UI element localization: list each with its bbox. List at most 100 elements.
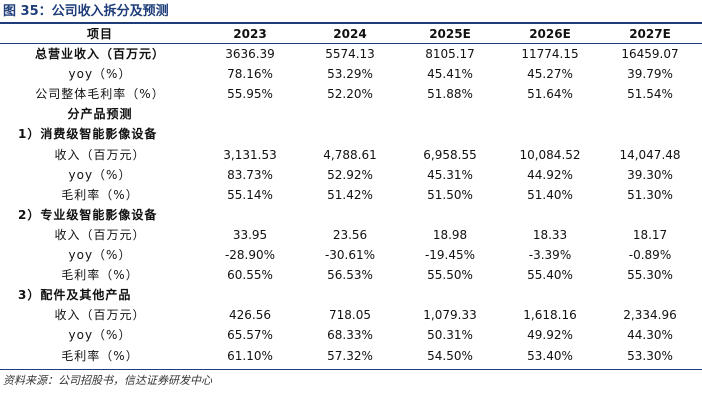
- table-row: yoy（%） 83.73% 52.92% 45.31% 44.92% 39.30%: [0, 165, 702, 185]
- table-cell: -30.61%: [324, 248, 376, 263]
- table-row: 收入（百万元） 3,131.53 4,788.61 6,958.55 10,084.52…: [0, 145, 702, 165]
- table-cell: 33.95: [232, 227, 268, 242]
- table-cell: 51.50%: [427, 187, 473, 202]
- table-cell: 83.73%: [227, 167, 273, 182]
- header-item: 项目: [86, 27, 113, 41]
- table-cell: 78.16%: [227, 67, 273, 82]
- table-cell: 55.40%: [527, 268, 573, 283]
- header-2026e: 2026E: [529, 27, 571, 41]
- table-cell: 8105.17: [425, 47, 475, 62]
- table-cell: 5574.13: [325, 47, 375, 62]
- table-cell: 51.30%: [627, 187, 673, 202]
- table-cell: 39.79%: [627, 67, 673, 82]
- table-cell: 55.14%: [227, 187, 273, 202]
- revenue-forecast-table: 项目 2023 2024 2025E 2026E 2027E 总营业收入（百万元…: [0, 24, 702, 366]
- table-cell: 1,618.16: [523, 308, 577, 323]
- table-cell: -0.89%: [628, 248, 672, 263]
- table-cell: 2,334.96: [623, 308, 677, 323]
- section-label: 3）配件及其他产品: [18, 288, 132, 303]
- section-label: 2）专业级智能影像设备: [18, 207, 158, 222]
- source-note: 资料来源：公司招股书，信达证券研发中心: [3, 374, 212, 387]
- table-row: 毛利率（%） 60.55% 56.53% 55.50% 55.40% 55.30%: [0, 265, 702, 285]
- table-cell: 52.92%: [327, 167, 373, 182]
- row-label: 公司整体毛利率（%）: [35, 87, 165, 102]
- figure-title: 图 35：公司收入拆分及预测: [3, 4, 169, 19]
- table-cell: 53.29%: [327, 67, 373, 82]
- table-row: 1）消费级智能影像设备: [0, 124, 702, 144]
- table-cell: 6,958.55: [423, 147, 477, 162]
- table-cell: 53.40%: [527, 348, 573, 363]
- table-cell: 51.40%: [527, 187, 573, 202]
- table-cell: 51.88%: [427, 87, 473, 102]
- table-row: 2）专业级智能影像设备: [0, 205, 702, 225]
- table-cell: 18.98: [432, 227, 468, 242]
- row-label: 收入（百万元）: [54, 308, 146, 323]
- table-row: 毛利率（%） 61.10% 57.32% 54.50% 53.40% 53.30%: [0, 346, 702, 366]
- title-rule: [0, 22, 702, 24]
- table-cell: -19.45%: [424, 248, 476, 263]
- table-row: yoy（%） 78.16% 53.29% 45.41% 45.27% 39.79%: [0, 64, 702, 84]
- table-cell: 49.92%: [527, 328, 573, 343]
- row-label: 毛利率（%）: [61, 187, 139, 202]
- table-cell: 23.56: [332, 227, 368, 242]
- table-cell: 4,788.61: [323, 147, 377, 162]
- table-cell: 55.50%: [427, 268, 473, 283]
- table-row: yoy（%） -28.90% -30.61% -19.45% -3.39% -0.89%: [0, 245, 702, 265]
- table-row: yoy（%） 65.57% 68.33% 50.31% 49.92% 44.30%: [0, 325, 702, 345]
- table-cell: 10,084.52: [519, 147, 581, 162]
- row-label: 毛利率（%）: [61, 268, 139, 283]
- table-cell: 60.55%: [227, 268, 273, 283]
- table-cell: 718.05: [329, 308, 371, 323]
- table-cell: 55.95%: [227, 87, 273, 102]
- table-cell: 55.30%: [627, 268, 673, 283]
- table-cell: 44.92%: [527, 167, 573, 182]
- table-cell: -3.39%: [528, 248, 572, 263]
- row-label: 毛利率（%）: [61, 348, 139, 363]
- table-cell: 61.10%: [227, 348, 273, 363]
- row-label: yoy（%）: [68, 248, 132, 263]
- row-label: 收入（百万元）: [54, 147, 146, 162]
- table-cell: -28.90%: [224, 248, 276, 263]
- table-cell: 57.32%: [327, 348, 373, 363]
- table-cell: 53.30%: [627, 348, 673, 363]
- table-cell: 11774.15: [521, 47, 579, 62]
- table-row: 毛利率（%） 55.14% 51.42% 51.50% 51.40% 51.30%: [0, 185, 702, 205]
- table-cell: 65.57%: [227, 328, 273, 343]
- header-2027e: 2027E: [629, 27, 671, 41]
- table-cell: 45.31%: [427, 167, 473, 182]
- table-row: 总营业收入（百万元） 3636.39 5574.13 8105.17 11774.15 1…: [0, 44, 702, 64]
- table-cell: 44.30%: [627, 328, 673, 343]
- table-cell: 16459.07: [621, 47, 679, 62]
- table-cell: 18.17: [632, 227, 668, 242]
- table-cell: 56.53%: [327, 268, 373, 283]
- row-label: 总营业收入（百万元）: [34, 47, 165, 62]
- table-row: 3）配件及其他产品: [0, 285, 702, 305]
- section-label: 1）消费级智能影像设备: [18, 127, 158, 142]
- table-cell: 1,079.33: [423, 308, 477, 323]
- header-2025e: 2025E: [429, 27, 471, 41]
- table-cell: 68.33%: [327, 328, 373, 343]
- subheading-label: 分产品预测: [67, 107, 133, 122]
- table-cell: 18.33: [532, 227, 568, 242]
- table-cell: 14,047.48: [619, 147, 681, 162]
- header-2024: 2024: [333, 27, 367, 41]
- table-cell: 45.27%: [527, 67, 573, 82]
- table-header-row: 项目 2023 2024 2025E 2026E 2027E: [0, 24, 702, 45]
- table-cell: 50.31%: [427, 328, 473, 343]
- table-cell: 45.41%: [427, 67, 473, 82]
- table-cell: 426.56: [229, 308, 271, 323]
- table-cell: 54.50%: [427, 348, 473, 363]
- row-label: 收入（百万元）: [54, 227, 146, 242]
- table-cell: 51.64%: [527, 87, 573, 102]
- table-bottom-rule: [0, 369, 702, 370]
- table-cell: 51.54%: [627, 87, 673, 102]
- table-row: 收入（百万元） 33.95 23.56 18.98 18.33 18.17: [0, 225, 702, 245]
- table-row: 分产品预测: [0, 104, 702, 124]
- table-cell: 3,131.53: [223, 147, 277, 162]
- table-row: 收入（百万元） 426.56 718.05 1,079.33 1,618.16 2,334…: [0, 305, 702, 325]
- table-row: 公司整体毛利率（%） 55.95% 52.20% 51.88% 51.64% 51.54%: [0, 84, 702, 104]
- header-2023: 2023: [233, 27, 267, 41]
- table-cell: 39.30%: [627, 167, 673, 182]
- row-label: yoy（%）: [68, 328, 132, 343]
- table-cell: 3636.39: [225, 47, 275, 62]
